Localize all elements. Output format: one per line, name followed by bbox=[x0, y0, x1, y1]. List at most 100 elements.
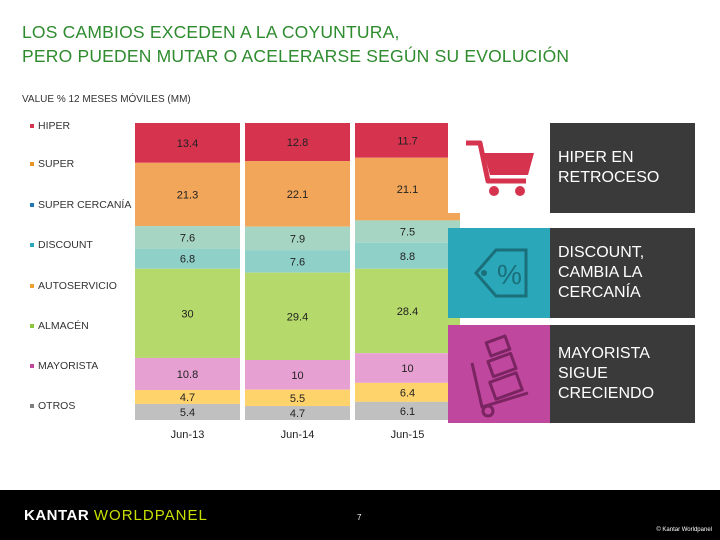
data-label: 7.6 bbox=[180, 232, 195, 244]
data-label: 7.6 bbox=[290, 256, 305, 268]
legend-swatch bbox=[30, 243, 34, 247]
data-label: 29.4 bbox=[287, 311, 308, 323]
page-title: LOS CAMBIOS EXCEDEN A LA COYUNTURA, PERO… bbox=[22, 20, 569, 68]
legend-label: SUPER bbox=[38, 158, 75, 170]
panel-text-box: MAYORISTA SIGUE CRECIENDO bbox=[550, 325, 695, 423]
data-label: 11.7 bbox=[397, 135, 418, 147]
data-label: 8.8 bbox=[400, 251, 415, 263]
category-label: Jun-15 bbox=[391, 429, 425, 441]
legend-swatch bbox=[30, 203, 34, 207]
legend-swatch bbox=[30, 364, 34, 368]
data-label: 4.7 bbox=[180, 392, 195, 404]
bar-segment bbox=[135, 123, 240, 163]
legend-item-autoservicio: AUTOSERVICIO bbox=[30, 280, 117, 292]
bar-segment bbox=[355, 268, 460, 354]
legend-item-super-cercania: SUPER CERCANÍA bbox=[30, 199, 131, 211]
data-label: 12.8 bbox=[287, 137, 308, 149]
legend-item-almacen: ALMACÉN bbox=[30, 320, 89, 332]
page-number: 7 bbox=[357, 513, 362, 522]
data-label: 10 bbox=[401, 363, 413, 375]
kantar-worldpanel-logo: KANTAR WORLDPANEL bbox=[24, 507, 208, 524]
title-line-2: PERO PUEDEN MUTAR O ACELERARSE SEGÚN SU … bbox=[22, 46, 570, 66]
legend-swatch bbox=[30, 284, 34, 288]
legend-label: SUPER CERCANÍA bbox=[38, 199, 132, 211]
data-label: 5.5 bbox=[290, 393, 305, 405]
data-label: 10.8 bbox=[177, 369, 198, 381]
data-label: 7.9 bbox=[290, 233, 305, 245]
bar-segment bbox=[245, 272, 350, 361]
legend-item-super: SUPER bbox=[30, 158, 74, 170]
panel-icon-box bbox=[448, 325, 550, 423]
logo-kantar: KANTAR bbox=[24, 507, 94, 524]
panel-mayorista: MAYORISTA SIGUE CRECIENDO bbox=[448, 325, 695, 423]
bar-segment bbox=[355, 157, 460, 221]
title-line-1: LOS CAMBIOS EXCEDEN A LA COYUNTURA, bbox=[22, 22, 400, 42]
data-label: 21.3 bbox=[177, 189, 198, 201]
data-label: 6.4 bbox=[400, 387, 415, 399]
legend-label: MAYORISTA bbox=[38, 360, 99, 372]
legend-item-discount: DISCOUNT bbox=[30, 239, 93, 251]
bar-segment bbox=[355, 123, 460, 158]
svg-text:%: % bbox=[497, 259, 522, 290]
panel-discount: % DISCOUNT, CAMBIA LA CERCANÍA bbox=[448, 228, 695, 318]
panel-text: HIPER EN RETROCESO bbox=[558, 149, 660, 186]
legend-swatch bbox=[30, 324, 34, 328]
bar-segment bbox=[355, 220, 460, 243]
panel-icon-box: % bbox=[448, 228, 550, 318]
bar-segment bbox=[245, 360, 350, 390]
panel-hiper: HIPER EN RETROCESO bbox=[448, 123, 695, 213]
legend-label: ALMACÉN bbox=[38, 320, 89, 332]
bar-segment bbox=[355, 242, 460, 269]
bar-segment bbox=[245, 389, 350, 407]
bar-segment bbox=[245, 406, 350, 420]
bar-segment bbox=[135, 226, 240, 249]
category-label: Jun-14 bbox=[281, 429, 315, 441]
category-label: Jun-13 bbox=[171, 429, 205, 441]
legend-item-hiper: HIPER bbox=[30, 120, 70, 132]
data-label: 4.7 bbox=[290, 408, 305, 420]
bar-segment bbox=[135, 390, 240, 404]
data-label: 30 bbox=[181, 308, 193, 320]
bar-segment bbox=[245, 226, 350, 251]
bar-segment bbox=[135, 248, 240, 269]
logo-worldpanel: WORLDPANEL bbox=[93, 507, 208, 524]
panel-text: MAYORISTA SIGUE CRECIENDO bbox=[558, 345, 655, 402]
data-label: 10 bbox=[291, 370, 303, 382]
panel-text-box: HIPER EN RETROCESO bbox=[550, 123, 695, 213]
legend-label: DISCOUNT bbox=[38, 239, 93, 251]
percent-tag-icon: % bbox=[474, 248, 528, 298]
data-label: 6.8 bbox=[180, 254, 195, 266]
footer-bar: KANTAR WORLDPANEL 7 © Kantar Worldpanel bbox=[0, 490, 720, 540]
bar-segment bbox=[135, 268, 240, 358]
data-label: 21.1 bbox=[397, 184, 418, 196]
bar-segment bbox=[135, 357, 240, 391]
panel-icon-box bbox=[448, 123, 550, 213]
bar-segment bbox=[245, 123, 350, 162]
legend-label: HIPER bbox=[38, 120, 71, 132]
data-label: 7.5 bbox=[400, 227, 415, 239]
bar-segment bbox=[355, 382, 460, 402]
bar-segment bbox=[355, 401, 460, 420]
legend-item-mayorista: MAYORISTA bbox=[30, 360, 98, 372]
legend-item-otros: OTROS bbox=[30, 400, 75, 412]
legend-label: OTROS bbox=[38, 400, 76, 412]
hand-truck-icon bbox=[470, 334, 529, 418]
legend-label: AUTOSERVICIO bbox=[38, 280, 117, 292]
chart-subtitle: VALUE % 12 MESES MÓVILES (MM) bbox=[22, 94, 191, 105]
panel-text: DISCOUNT, CAMBIA LA CERCANÍA bbox=[558, 244, 645, 301]
bar-segment bbox=[245, 161, 350, 227]
data-label: 22.1 bbox=[287, 189, 308, 201]
bar-segment bbox=[355, 353, 460, 383]
shopping-cart-icon bbox=[466, 140, 534, 196]
legend-swatch bbox=[30, 124, 34, 128]
copyright-text: © Kantar Worldpanel bbox=[656, 527, 712, 533]
data-label: 6.1 bbox=[400, 406, 415, 418]
data-label: 28.4 bbox=[397, 306, 418, 318]
bar-segment bbox=[135, 403, 240, 420]
bar-segment bbox=[245, 250, 350, 273]
legend-swatch bbox=[30, 162, 34, 166]
legend-swatch bbox=[30, 404, 34, 408]
bar-segment bbox=[135, 162, 240, 227]
data-label: 5.4 bbox=[180, 407, 195, 419]
